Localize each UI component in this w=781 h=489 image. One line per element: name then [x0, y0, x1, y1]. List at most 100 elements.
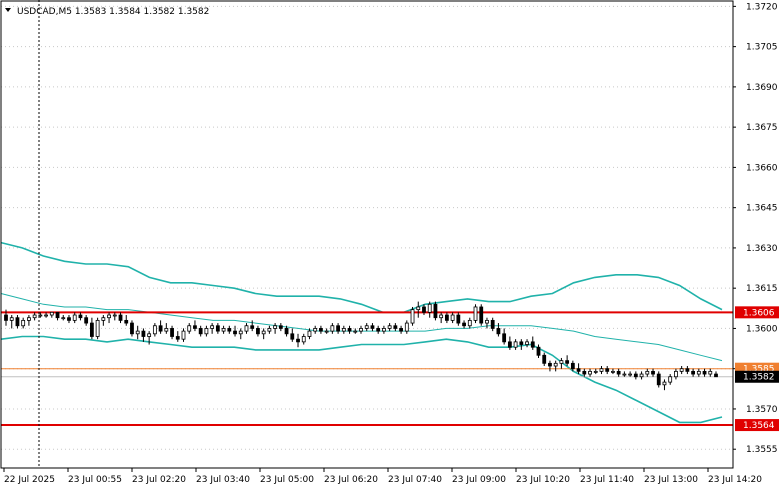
triangle-down-icon[interactable] — [5, 8, 11, 12]
candle-body — [393, 325, 398, 329]
candle — [679, 366, 684, 375]
candle — [616, 368, 621, 377]
candle — [193, 320, 197, 332]
candle-body — [112, 314, 117, 317]
candle — [336, 323, 340, 334]
candle-body — [416, 306, 421, 311]
candle-body — [147, 333, 152, 337]
x-tick-label: 23 Jul 02:20 — [132, 475, 186, 485]
candle-body — [410, 309, 415, 324]
candle-body — [336, 325, 340, 332]
candle — [112, 312, 117, 321]
candle — [588, 368, 592, 377]
x-tick-label: 23 Jul 09:00 — [452, 475, 506, 485]
candle-body — [714, 373, 718, 378]
candle — [198, 325, 203, 337]
x-tick-label: 23 Jul 06:20 — [324, 475, 378, 485]
candle-body — [679, 368, 684, 372]
x-tick-label: 23 Jul 05:00 — [260, 475, 314, 485]
candle — [473, 304, 478, 324]
candle-body — [456, 314, 461, 324]
candle — [611, 368, 615, 375]
candle — [227, 325, 232, 334]
candle-body — [267, 328, 272, 332]
price-label: 1.3585 — [743, 365, 775, 375]
candle-body — [645, 370, 650, 375]
price-label-box — [735, 306, 779, 319]
candle-body — [261, 330, 266, 335]
candle — [593, 368, 598, 375]
candle-body — [313, 328, 318, 332]
candle — [238, 328, 243, 340]
candle-body — [95, 319, 100, 337]
candle-body — [72, 314, 77, 321]
candle — [347, 325, 352, 334]
candle-body — [376, 328, 381, 332]
candle — [553, 360, 558, 372]
candle-body — [67, 317, 71, 321]
candle-body — [702, 370, 707, 375]
candle-body — [473, 306, 478, 321]
candle-body — [525, 341, 529, 345]
candle — [27, 315, 31, 326]
candle-body — [124, 319, 129, 324]
candle — [399, 325, 403, 334]
candle-body — [250, 325, 255, 329]
candle — [651, 368, 655, 377]
x-tick-label: 23 Jul 10:20 — [516, 475, 570, 485]
candle — [21, 317, 26, 329]
candle-body — [462, 322, 466, 327]
candle-body — [467, 319, 472, 327]
candle — [393, 323, 398, 332]
candle — [427, 301, 432, 318]
candle-body — [685, 368, 690, 372]
candle-body — [633, 373, 638, 378]
candle-body — [221, 328, 226, 332]
candle — [507, 336, 512, 350]
candle-body — [301, 336, 306, 343]
candle — [502, 328, 507, 345]
candle — [628, 371, 633, 377]
candle-body — [21, 319, 26, 327]
candle — [324, 328, 329, 334]
candle — [204, 325, 209, 337]
candle — [101, 315, 106, 326]
candle-body — [651, 370, 655, 375]
candle — [353, 328, 358, 334]
candle-body — [187, 325, 192, 332]
candle — [576, 363, 581, 375]
candle — [582, 368, 587, 377]
candlesticks — [4, 301, 718, 391]
candle-body — [89, 322, 94, 337]
candle — [124, 315, 129, 326]
x-axis: 22 Jul 2025 23 Jul 00:55 23 Jul 02:20 23 Ju… — [3, 468, 762, 485]
candle — [49, 311, 54, 318]
candle — [548, 360, 552, 372]
candle — [15, 315, 20, 329]
candle-body — [502, 333, 507, 343]
candle-body — [130, 322, 134, 335]
candle-body — [204, 328, 209, 335]
candle — [158, 320, 163, 334]
candle — [72, 312, 77, 324]
candle — [141, 328, 146, 342]
candle-body — [548, 362, 552, 367]
candle-body — [450, 314, 455, 321]
candle — [38, 312, 43, 318]
candle — [662, 379, 667, 391]
candle — [359, 325, 363, 334]
candle-body — [519, 341, 524, 345]
candle — [107, 312, 111, 324]
candle-body — [536, 346, 541, 356]
candle — [256, 325, 260, 337]
candle-body — [307, 330, 312, 337]
candle — [9, 315, 14, 329]
candle — [78, 312, 83, 321]
candle — [536, 344, 541, 358]
candle-body — [433, 303, 438, 319]
candle — [674, 368, 678, 380]
candle — [645, 368, 650, 377]
candle — [32, 312, 37, 321]
candle-body — [330, 325, 335, 332]
